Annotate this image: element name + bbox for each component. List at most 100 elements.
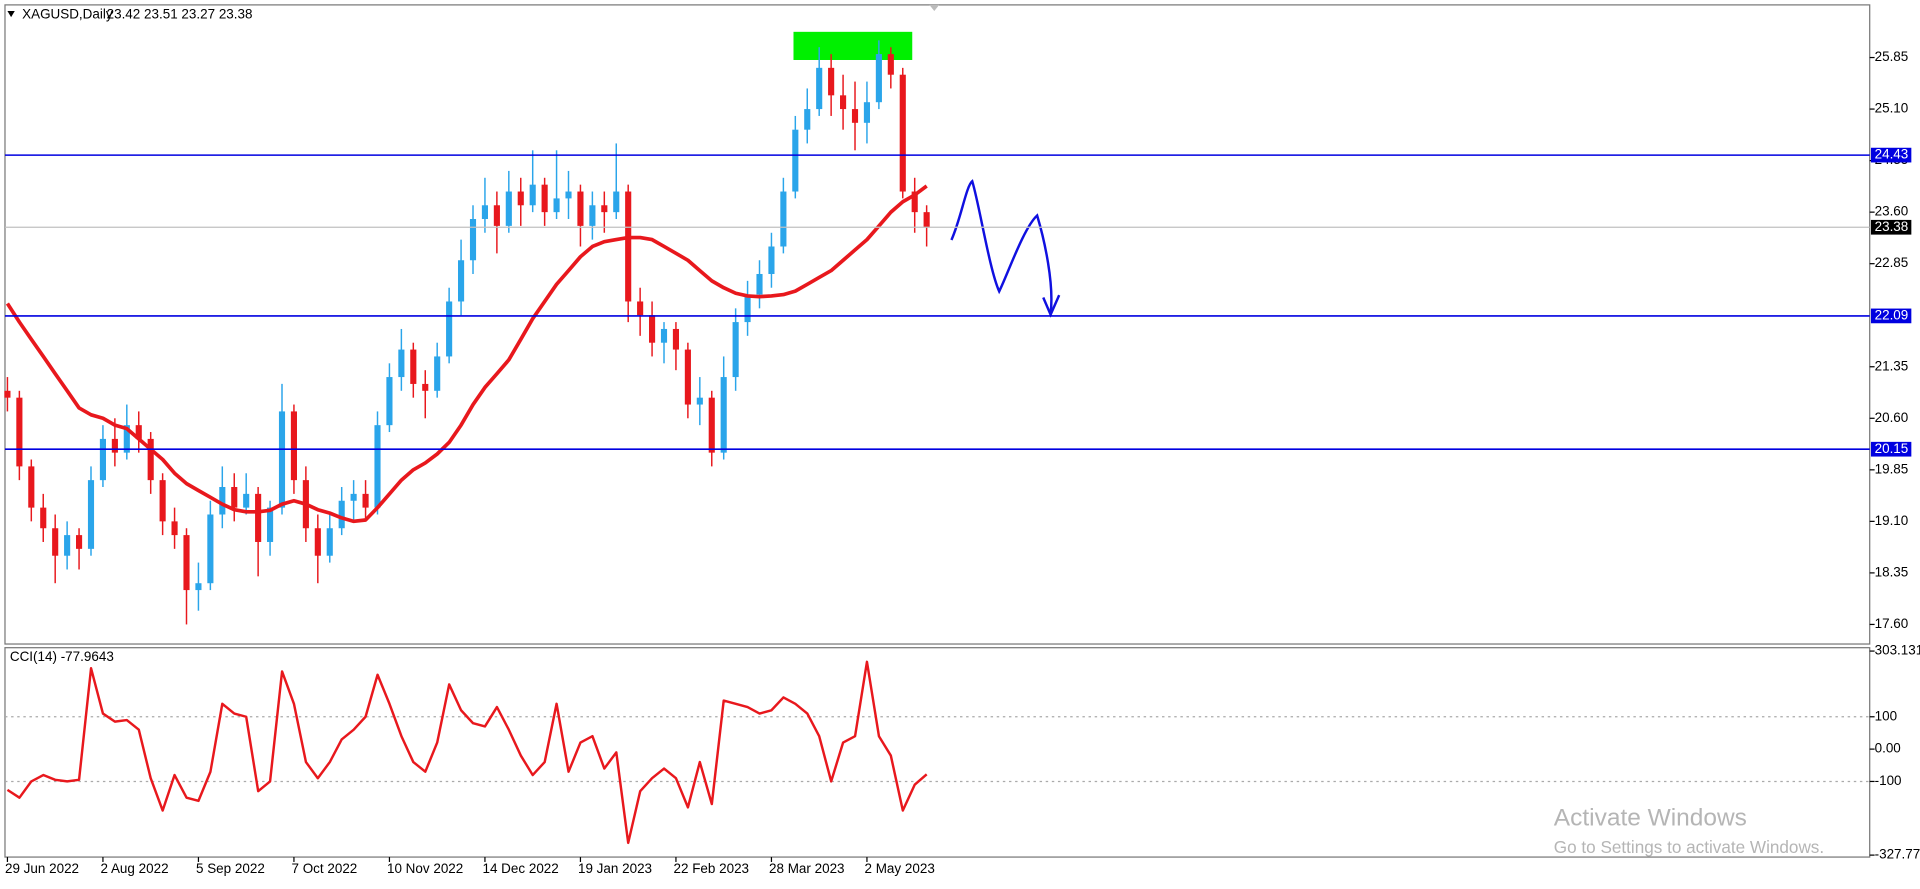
candle-body xyxy=(505,191,512,226)
candle-body xyxy=(64,535,71,556)
candle-body xyxy=(768,246,775,274)
candle-body xyxy=(684,349,691,405)
candle-body xyxy=(290,411,297,481)
x-tick-label: 19 Jan 2023 xyxy=(578,861,652,876)
candle-body xyxy=(362,493,369,508)
y-tick-label: 19.10 xyxy=(1875,513,1909,528)
y-tick-label: -327.77 xyxy=(1875,847,1920,862)
candle-body xyxy=(613,191,620,213)
candle-body xyxy=(4,390,11,398)
level-label: 20.15 xyxy=(1875,441,1909,456)
candle-body xyxy=(899,74,906,192)
symbol-title: XAGUSD,Daily xyxy=(22,6,113,21)
candle-body xyxy=(887,54,894,75)
candle-body xyxy=(87,480,95,549)
candle-body xyxy=(577,191,584,226)
candle-body xyxy=(219,487,226,515)
candle-body xyxy=(147,438,154,481)
candle-body xyxy=(780,191,787,247)
candle-body xyxy=(493,205,500,226)
level-label-box xyxy=(1870,147,1912,163)
candle-body xyxy=(851,109,859,123)
candle-body xyxy=(696,397,703,405)
candle-body xyxy=(278,411,286,508)
y-tick-label: 0.00 xyxy=(1875,741,1901,756)
candle-body xyxy=(637,301,644,316)
y-tick-label: 20.60 xyxy=(1875,410,1909,425)
watermark-title: Activate Windows xyxy=(1554,805,1747,832)
candle-body xyxy=(243,493,250,508)
candle-body xyxy=(422,383,429,391)
level-label: 24.43 xyxy=(1875,147,1909,162)
y-tick-label: 303.131 xyxy=(1875,643,1920,658)
candle-body xyxy=(828,67,835,96)
candle-body xyxy=(923,212,930,228)
candle-body xyxy=(123,425,130,453)
candle-body xyxy=(458,260,465,302)
candle-body xyxy=(840,95,847,110)
candle-body xyxy=(111,438,118,453)
x-tick-label: 7 Oct 2022 xyxy=(291,861,357,876)
candle-body xyxy=(792,129,799,192)
candle-body xyxy=(28,466,35,508)
candle-body xyxy=(326,528,333,556)
x-tick-label: 22 Feb 2023 xyxy=(673,861,749,876)
candle-body xyxy=(410,349,417,384)
candle-body xyxy=(52,528,59,556)
candle-body xyxy=(350,493,357,501)
candle-body xyxy=(40,507,47,529)
candle-body xyxy=(183,535,190,591)
x-tick-label: 28 Mar 2023 xyxy=(769,861,845,876)
watermark-subtitle: Go to Settings to activate Windows. xyxy=(1554,837,1824,857)
candle-body xyxy=(875,54,882,103)
candle-body xyxy=(374,425,381,508)
candle-body xyxy=(195,583,202,591)
candle-body xyxy=(625,191,632,302)
ohlc-header: 23.42 23.51 23.27 23.38 xyxy=(107,6,253,21)
y-tick-label: -100 xyxy=(1875,773,1902,788)
candle-body xyxy=(135,425,142,439)
candle-body xyxy=(99,438,106,481)
y-tick-label: 100 xyxy=(1875,708,1897,723)
candle-body xyxy=(434,356,441,391)
candle-body xyxy=(159,480,166,522)
candle-body xyxy=(255,493,262,542)
cci-panel xyxy=(4,647,1871,858)
candle-body xyxy=(660,328,668,343)
candle-body xyxy=(16,397,23,467)
candle-body xyxy=(756,273,763,295)
candle-body xyxy=(672,328,680,350)
candle-body xyxy=(804,109,811,130)
price-label-box xyxy=(1870,219,1912,235)
candle-body xyxy=(708,397,715,453)
x-tick-label: 29 Jun 2022 xyxy=(5,861,79,876)
candle-body xyxy=(207,514,214,584)
level-label: 22.09 xyxy=(1875,307,1909,322)
candle-body xyxy=(517,191,524,206)
candle-body xyxy=(541,184,548,213)
level-label-box xyxy=(1870,308,1912,324)
candle-body xyxy=(720,377,727,453)
y-tick-label: 17.60 xyxy=(1875,616,1909,631)
shift-marker xyxy=(929,4,940,12)
candle-body xyxy=(231,487,238,508)
y-tick-label: 23.60 xyxy=(1875,204,1909,219)
projection-arrow xyxy=(950,179,1053,314)
moving-average xyxy=(5,184,928,524)
x-tick-label: 2 Aug 2022 xyxy=(100,861,168,876)
candle-body xyxy=(386,377,393,426)
cci-line xyxy=(6,660,928,845)
y-tick-label: 18.35 xyxy=(1875,564,1909,579)
y-tick-label: 21.35 xyxy=(1875,358,1909,373)
x-tick-label: 14 Dec 2022 xyxy=(482,861,558,876)
candle-body xyxy=(565,191,572,199)
projection-arrowhead xyxy=(1042,294,1061,318)
candle-body xyxy=(314,528,321,556)
menu-triangle xyxy=(7,11,15,18)
y-tick-label: 25.10 xyxy=(1875,101,1909,116)
candle-body xyxy=(446,301,453,357)
y-tick-label: 19.85 xyxy=(1875,461,1909,476)
candle-body xyxy=(589,205,596,226)
candle-body xyxy=(171,521,178,536)
